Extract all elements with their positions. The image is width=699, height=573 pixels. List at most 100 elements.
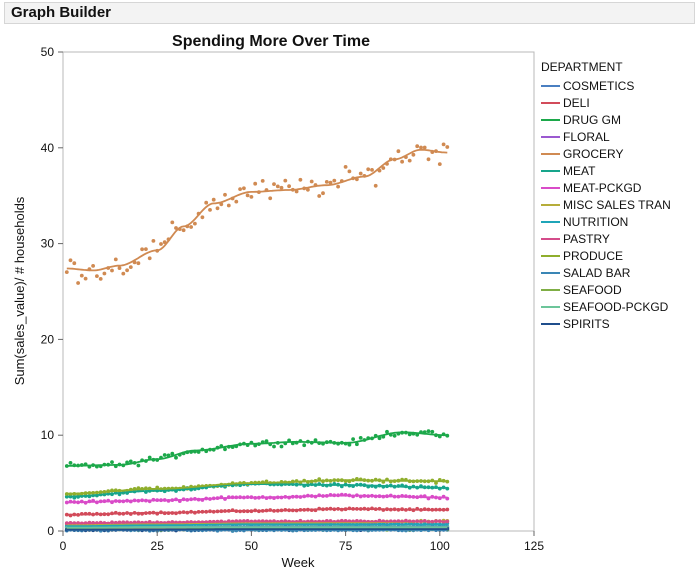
point-4-6 [83,276,88,281]
legend-item-5: MEAT [563,164,596,178]
point-4-96 [422,145,427,150]
trend-line-5 [66,483,448,498]
trend-layer [66,148,448,531]
legend-item-6: MEAT-PCKGD [563,181,642,195]
point-4-48 [242,186,246,191]
trend-line-9 [66,520,448,525]
trend-line-1 [66,508,448,516]
point-4-32 [181,228,186,233]
legend-item-10: PRODUCE [563,249,623,263]
y-tick-label-2: 20 [41,332,55,346]
point-4-90 [400,159,404,164]
legend-item-0: COSMETICS [563,79,634,93]
point-2-64 [302,443,307,448]
point-4-18 [128,265,133,269]
point-4-63 [298,177,303,182]
x-tick-label-1: 25 [151,539,165,553]
legend-item-1: DELI [563,96,590,110]
legend-item-3: FLORAL [563,130,610,144]
point-4-8 [91,264,95,268]
point-4-56 [272,182,276,187]
y-tick-label-4: 40 [41,141,55,155]
point-4-43 [223,192,227,197]
point-2-27 [162,453,167,457]
point-2-56 [272,444,276,449]
point-2-13 [110,460,114,464]
point-4-59 [283,178,288,183]
y-tick-label-3: 30 [41,237,55,251]
x-tick-label-2: 50 [245,539,259,553]
point-2-30 [174,455,178,460]
point-4-2 [68,258,73,263]
point-4-35 [193,221,197,226]
point-4-14 [113,257,118,262]
point-4-55 [268,196,273,201]
legend-item-12: SEAFOOD [563,283,622,297]
point-4-101 [441,142,446,147]
point-2-76 [347,442,352,447]
point-2-77 [351,437,355,441]
point-2-88 [392,433,397,438]
point-2-54 [264,439,269,443]
trend-line-4 [66,148,448,272]
point-4-34 [189,225,194,229]
point-4-21 [140,247,145,252]
window-titlebar: Graph Builder [4,2,695,24]
point-2-43 [223,447,227,452]
point-4-47 [238,187,243,192]
point-4-97 [426,157,431,162]
point-4-75 [343,165,348,169]
point-4-76 [347,169,352,174]
trend-line-2 [66,431,448,467]
point-4-51 [253,181,258,186]
point-4-60 [287,184,291,189]
point-4-22 [144,247,148,252]
point-4-13 [110,268,114,273]
point-4-94 [415,144,420,149]
point-4-26 [159,242,163,246]
point-4-1 [64,270,69,274]
legend-item-8: NUTRITION [563,215,628,229]
point-4-83 [373,183,378,188]
point-4-24 [151,239,156,243]
legend: DEPARTMENT COSMETICS DELI DRUG GM FLORAL GRO… [541,60,671,331]
point-4-85 [381,166,386,170]
point-4-23 [147,256,152,261]
point-2-86 [385,429,389,434]
point-2-79 [358,436,363,440]
legend-item-14: SPIRITS [563,317,610,331]
point-4-46 [234,199,239,204]
point-4-15 [117,266,122,270]
point-2-98 [430,429,435,434]
point-4-73 [336,184,340,189]
legend-item-7: MISC SALES TRAN [563,198,671,212]
y-axis-title: Sum(sales_value)/ # households [12,196,27,385]
point-4-65 [306,187,310,192]
x-axis-title: Week [282,555,315,570]
point-4-100 [437,162,442,167]
trend-line-14 [66,528,448,531]
point-4-102 [445,145,450,149]
point-4-58 [279,185,284,190]
point-4-10 [98,277,103,281]
legend-item-11: SALAD BAR [563,266,631,280]
point-4-38 [204,200,209,205]
x-tick-label-0: 0 [60,539,67,553]
point-4-68 [317,194,322,198]
point-2-67 [313,438,318,443]
chart-title: Spending More Over Time [172,33,370,50]
point-4-95 [419,145,423,150]
point-4-71 [328,180,333,185]
point-4-11 [102,271,107,276]
point-2-18 [128,459,133,464]
point-4-69 [321,191,325,196]
trend-line-6 [66,494,448,504]
trend-line-8 [66,523,448,528]
point-4-62 [294,189,299,194]
point-4-5 [79,273,84,278]
point-2-78 [355,442,359,447]
point-4-79 [358,171,363,176]
legend-title: DEPARTMENT [541,60,623,74]
point-2-29 [170,451,175,456]
